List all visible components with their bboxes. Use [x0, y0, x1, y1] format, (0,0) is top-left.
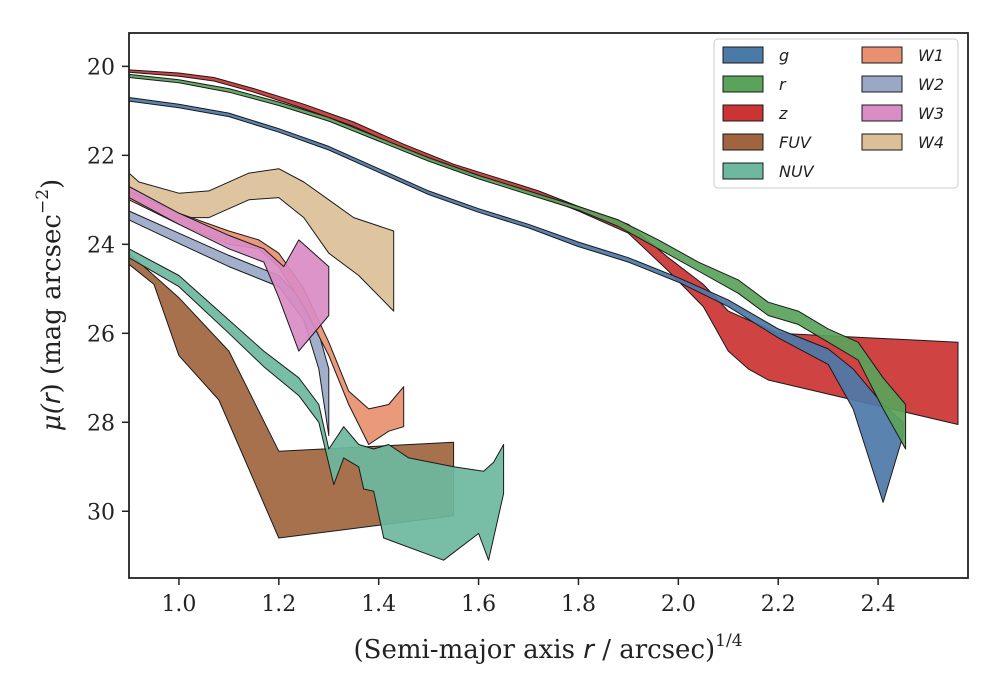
legend-label-w3: W3	[918, 104, 944, 123]
legend-swatch-w4	[861, 133, 903, 151]
series-areas	[128, 69, 959, 561]
legend-label-nuv: NUV	[779, 162, 815, 181]
x-tick-label: 2.0	[661, 592, 696, 617]
legend-label-z: z	[778, 104, 788, 123]
legend-swatch-fuv	[722, 133, 764, 151]
legend-label-w4: W4	[918, 133, 944, 152]
legend-swatch-g	[722, 46, 764, 64]
y-tick-label: 30	[87, 500, 115, 525]
x-tick-label: 1.6	[461, 592, 496, 617]
x-axis-title: (Semi-major axis r / arcsec)1/4	[353, 631, 742, 665]
legend-label-fuv: FUV	[779, 133, 812, 152]
x-tick-label: 2.4	[861, 592, 896, 617]
legend-swatch-nuv	[722, 162, 764, 180]
legend-label-g: g	[779, 46, 789, 65]
legend-label-w1: W1	[918, 46, 944, 65]
legend-label-w2: W2	[918, 75, 944, 94]
y-axis: 20 22 24 26 28 30	[87, 55, 129, 525]
x-tick-label: 1.0	[161, 592, 196, 617]
legend-label-r: r	[779, 75, 787, 94]
y-axis-title: μ(r) (mag arcsec−2)	[33, 179, 67, 431]
area-nuv	[128, 248, 505, 561]
x-tick-label: 2.2	[761, 592, 796, 617]
x-axis: 1.0 1.2 1.4 1.6 1.8 2.0 2.2 2.4	[161, 578, 896, 617]
legend: grz FUV NUV W1 W2 W3 W4	[713, 38, 959, 189]
area-r	[128, 73, 907, 450]
x-tick-label: 1.2	[261, 592, 296, 617]
plot-frame	[128, 32, 969, 579]
legend-swatch-w3	[861, 104, 903, 122]
legend-swatch-z	[722, 104, 764, 122]
y-tick-label: 28	[87, 411, 115, 436]
legend-swatch-w2	[861, 75, 903, 93]
area-w3	[128, 186, 330, 352]
x-tick-label: 1.8	[561, 592, 596, 617]
y-tick-label: 26	[87, 322, 115, 347]
y-tick-label: 20	[87, 55, 115, 80]
y-tick-label: 24	[87, 233, 115, 258]
legend-swatch-r	[722, 75, 764, 93]
y-tick-label: 22	[87, 144, 115, 169]
x-tick-label: 1.4	[361, 592, 396, 617]
legend-swatch-w1	[861, 46, 903, 64]
area-w2	[128, 210, 330, 437]
